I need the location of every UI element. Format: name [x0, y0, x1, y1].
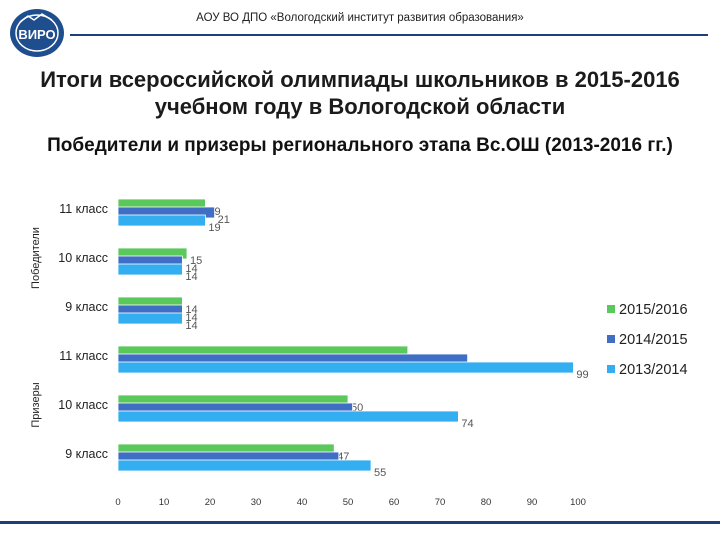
group-label: Призеры — [30, 382, 42, 427]
chart-marks: 19211915141414141463769950517447485511 к… — [30, 198, 688, 505]
logo-text: ВИРО — [18, 27, 55, 42]
x-tick-label: 50 — [343, 497, 354, 505]
data-label: 99 — [576, 369, 588, 381]
category-label: 10 класс — [58, 398, 108, 412]
bar-2013/2014-0 — [117, 214, 206, 227]
group-label: Победители — [30, 227, 42, 289]
x-tick-label: 10 — [159, 497, 170, 505]
category-label: 9 класс — [65, 300, 108, 314]
x-tick-label: 40 — [297, 497, 308, 505]
x-tick-label: 30 — [251, 497, 262, 505]
x-tick-label: 60 — [389, 497, 400, 505]
data-label: 14 — [185, 312, 197, 324]
data-label: 14 — [185, 271, 197, 283]
logo-emblem — [10, 9, 64, 57]
bar-chart: 19211915141414141463769950517447485511 к… — [30, 198, 688, 505]
data-label: 14 — [185, 304, 197, 316]
category-label: 10 класс — [58, 251, 108, 265]
data-label: 55 — [374, 467, 386, 479]
x-tick-label: 70 — [435, 497, 446, 505]
legend-swatch — [607, 305, 615, 313]
x-tick-label: 20 — [205, 497, 216, 505]
x-tick-label: 100 — [570, 497, 586, 505]
footer-divider — [0, 521, 720, 524]
x-tick-label: 80 — [481, 497, 492, 505]
bar-2013/2014-4 — [117, 410, 459, 423]
data-label: 14 — [185, 320, 197, 332]
bar-2013/2014-3 — [117, 361, 574, 374]
bar-2013/2014-2 — [117, 312, 183, 325]
bar-2013/2014-5 — [117, 459, 372, 472]
bar-2013/2014-1 — [117, 263, 183, 276]
x-tick-label: 0 — [115, 497, 120, 505]
legend-label: 2014/2015 — [619, 332, 688, 348]
data-label: 15 — [190, 255, 202, 267]
legend-label: 2015/2016 — [619, 302, 688, 318]
category-label: 11 класс — [59, 202, 108, 216]
category-label: 11 класс — [59, 349, 108, 363]
data-label: 74 — [461, 418, 473, 430]
legend-swatch — [607, 365, 615, 373]
header-divider — [70, 34, 708, 36]
header-organization: АОУ ВО ДПО «Вологодский институт развити… — [196, 12, 524, 24]
data-label: 21 — [218, 214, 230, 226]
viro-logo: ВИРО — [10, 9, 64, 57]
x-tick-label: 90 — [527, 497, 538, 505]
data-label: 19 — [208, 222, 220, 234]
category-label: 9 класс — [65, 447, 108, 461]
legend-swatch — [607, 335, 615, 343]
chart-title: Победители и призеры регионального этапа… — [47, 135, 673, 156]
legend-label: 2013/2014 — [619, 362, 688, 378]
data-label: 14 — [185, 263, 197, 275]
page-title: Итоги всероссийской олимпиады школьников… — [40, 67, 680, 119]
